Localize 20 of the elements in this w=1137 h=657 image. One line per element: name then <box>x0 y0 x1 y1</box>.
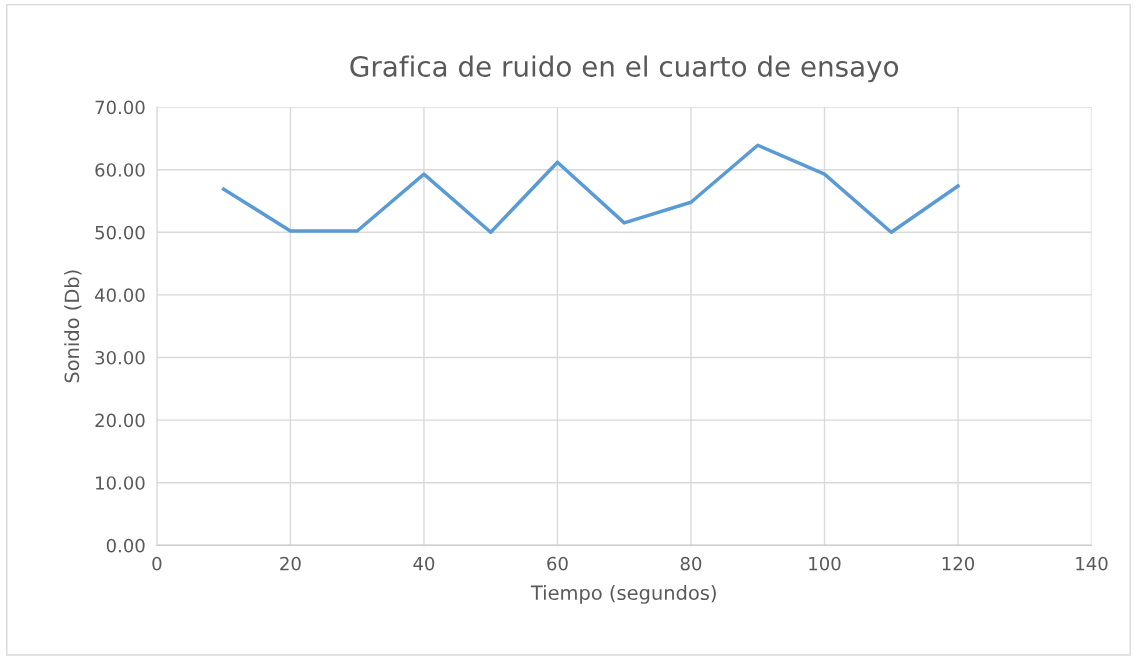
x-tick-label: 60 <box>547 556 568 571</box>
x-tick-label: 0 <box>152 556 162 571</box>
x-tick-label: 20 <box>280 556 301 571</box>
y-tick-label: 60.00 <box>95 163 145 177</box>
y-tick-label: 50.00 <box>95 225 145 240</box>
x-tick-label: 40 <box>413 556 435 571</box>
x-tick-label: 100 <box>809 556 841 571</box>
x-tick-label: 120 <box>942 556 975 571</box>
chart-title: Grafica de ruido en el cuarto de ensayo <box>350 55 899 83</box>
y-tick-label: 40.00 <box>94 288 145 303</box>
y-tick-label: 10.00 <box>96 476 145 490</box>
y-tick-label: 20.00 <box>95 413 145 428</box>
x-tick-label: 140 <box>1076 556 1108 571</box>
line-series <box>221 143 960 235</box>
y-axis-title: Sonido (Db) <box>64 270 82 383</box>
x-axis-title: Tiempo (segundos) <box>530 585 716 604</box>
x-tick-label: 80 <box>680 556 702 571</box>
y-tick-label: 30.00 <box>95 350 145 365</box>
y-tick-label: 70.00 <box>95 100 145 115</box>
y-tick-label: 0.00 <box>106 538 145 553</box>
